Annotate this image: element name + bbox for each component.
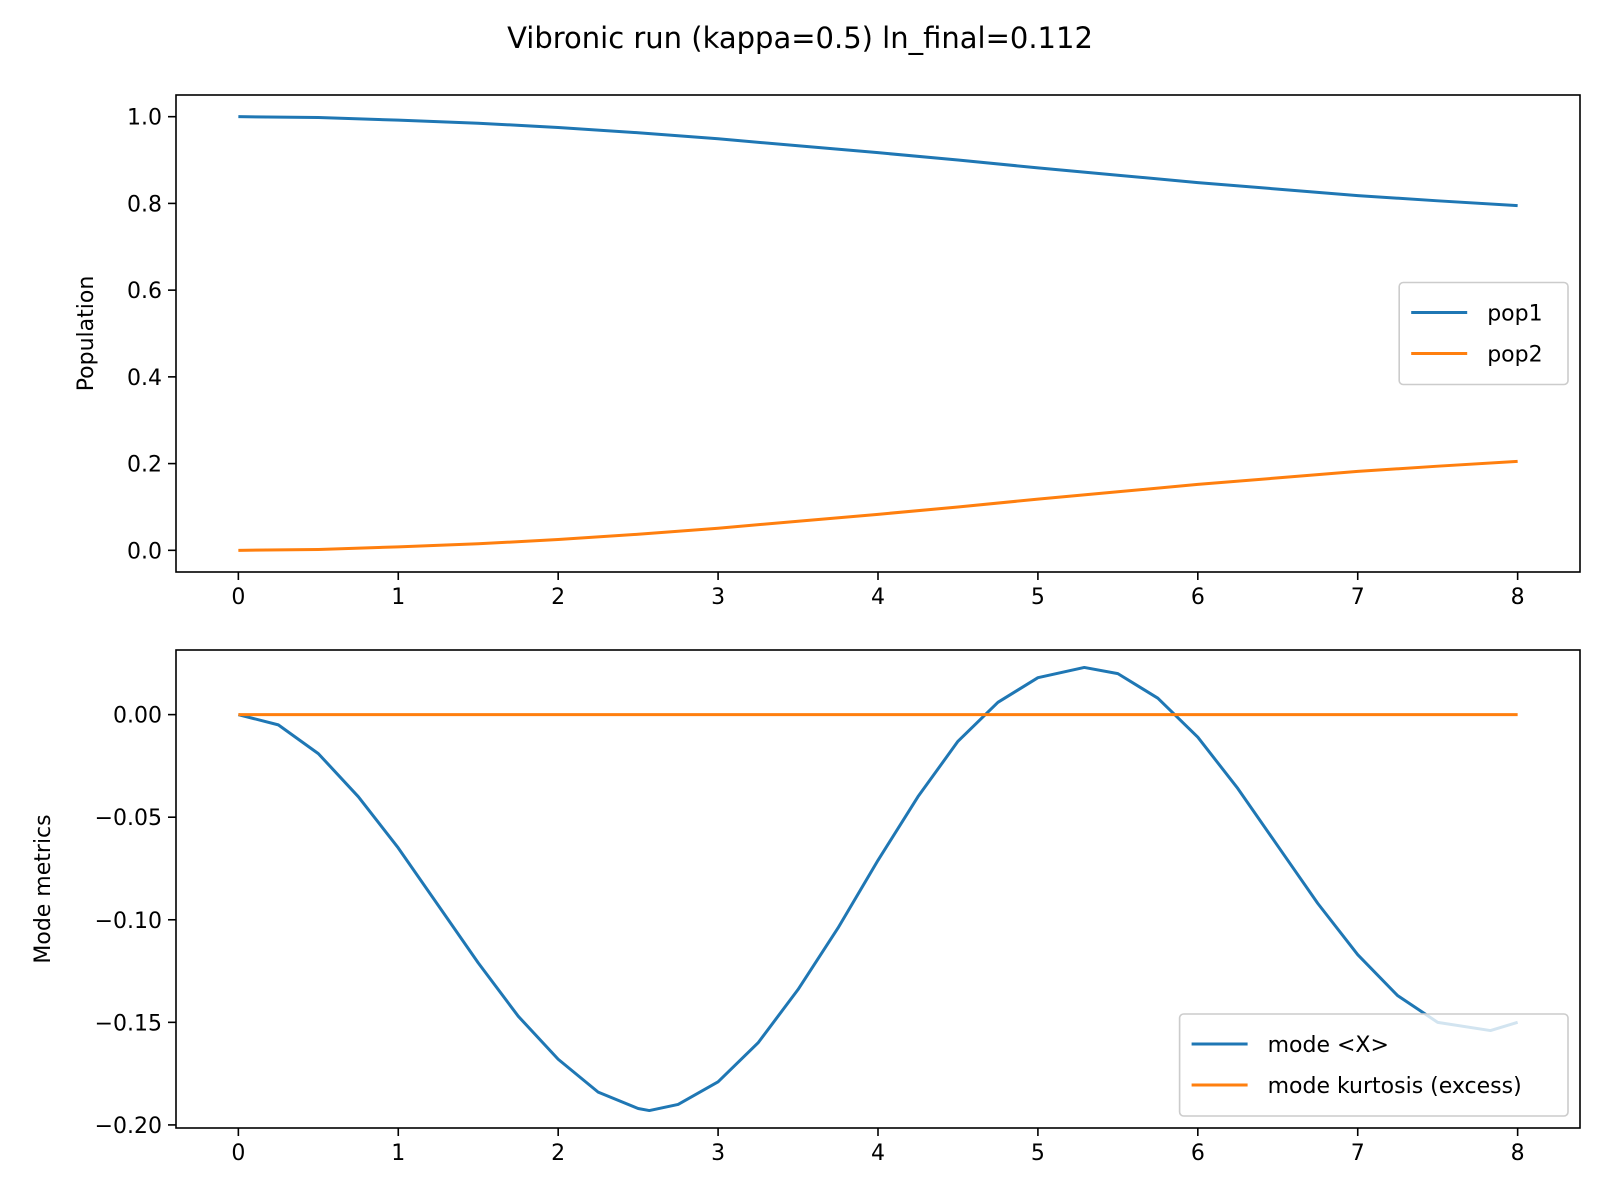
series-line-1-0 [237,665,1519,1113]
y-tick-label-1-2: −0.10 [95,909,162,934]
y-tick-label-1-4: −0.20 [95,1114,162,1139]
legend-0: pop1 pop2 [1398,281,1569,386]
mode-metrics-panel: 0 1 2 3 4 5 6 7 8 0.00 −0.05 −0.10 −0.15 −0.20 Mode me… [31,649,1581,1166]
x-tick-label-0-7: 7 [1351,585,1365,610]
x-tick-label-0-0: 0 [231,585,245,610]
x-tick-label-0-3: 3 [711,585,725,610]
y-tick-label-0-4: 0.8 [127,192,162,217]
x-tick-label-0-4: 4 [871,585,885,610]
x-tick-label-0-1: 1 [391,585,405,610]
x-tick-label-1-3: 3 [711,1141,725,1166]
y-tick-label-0-1: 0.2 [127,453,162,478]
y-tick-label-1-3: −0.15 [95,1011,162,1036]
series-line-0-0 [238,115,1518,208]
figure-title: Vibronic run (kappa=0.5) ln_final=0.112 [507,21,1093,55]
y-tick-label-0-3: 0.6 [127,279,162,304]
legend-label-0-1: pop2 [1487,343,1542,368]
x-tick-label-0-6: 6 [1191,585,1205,610]
y-tick-label-0-2: 0.4 [127,366,162,391]
y-axis-label-1: Mode metrics [31,814,56,963]
x-tick-label-0-5: 5 [1031,585,1045,610]
legend-label-1-1: mode kurtosis (excess) [1268,1074,1522,1099]
y-tick-label-0-0: 0.0 [127,539,162,564]
x-tick-label-1-2: 2 [551,1141,565,1166]
x-tick-label-1-8: 8 [1511,1141,1525,1166]
legend-box-0 [1398,281,1569,386]
legend-box-1 [1178,1013,1569,1117]
x-tick-label-1-4: 4 [871,1141,885,1166]
legend-1: mode <X> mode kurtosis (excess) [1178,1013,1569,1117]
x-tick-label-1-7: 7 [1351,1141,1365,1166]
legend-label-1-0: mode <X> [1268,1033,1389,1058]
y-tick-label-0-5: 1.0 [127,106,162,131]
x-tick-label-1-5: 5 [1031,1141,1045,1166]
x-tick-label-1-1: 1 [391,1141,405,1166]
x-tick-label-0-2: 2 [551,585,565,610]
y-tick-label-1-1: −0.05 [95,806,162,831]
population-panel: 0 1 2 3 4 5 6 7 8 0.0 0.2 0.4 0.6 0.8 1.0 Population pop… [74,94,1581,610]
x-tick-label-1-6: 6 [1191,1141,1205,1166]
y-axis-label-0: Population [74,276,99,392]
series-line-0-1 [238,459,1518,552]
y-tick-label-1-0: 0.00 [113,704,162,729]
x-tick-label-1-0: 0 [231,1141,245,1166]
legend-label-0-0: pop1 [1487,302,1542,327]
x-tick-label-0-8: 8 [1511,585,1525,610]
